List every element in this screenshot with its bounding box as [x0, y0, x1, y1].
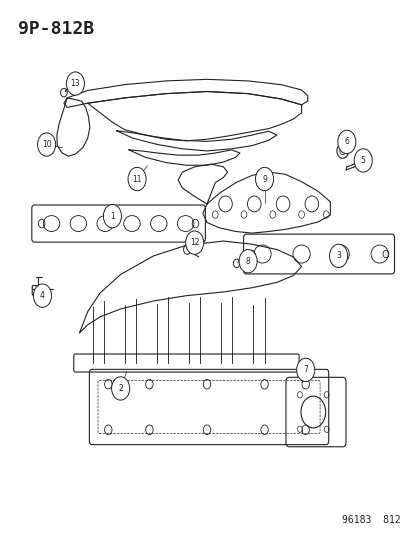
Circle shape: [38, 133, 55, 156]
Text: 8: 8: [245, 257, 250, 265]
Text: 3: 3: [335, 252, 340, 261]
Circle shape: [255, 167, 273, 191]
Text: 1: 1: [110, 212, 114, 221]
Circle shape: [33, 284, 52, 308]
Circle shape: [103, 205, 121, 228]
Text: 7: 7: [303, 366, 307, 374]
Text: 5: 5: [360, 156, 365, 165]
Text: 9: 9: [261, 174, 266, 183]
Circle shape: [238, 249, 256, 273]
Text: 9P-812B: 9P-812B: [18, 20, 94, 38]
Text: 6: 6: [344, 138, 349, 147]
Circle shape: [112, 377, 129, 400]
Text: 4: 4: [40, 291, 45, 300]
Text: 12: 12: [190, 238, 199, 247]
Circle shape: [329, 244, 347, 268]
Text: 96183  812: 96183 812: [341, 515, 399, 525]
Text: 2: 2: [118, 384, 123, 393]
Circle shape: [66, 72, 84, 95]
Circle shape: [337, 130, 355, 154]
Circle shape: [296, 358, 314, 382]
Text: 11: 11: [132, 174, 142, 183]
Text: 13: 13: [71, 79, 80, 88]
Circle shape: [128, 167, 146, 191]
Text: 10: 10: [42, 140, 51, 149]
Circle shape: [354, 149, 371, 172]
Circle shape: [185, 231, 203, 254]
